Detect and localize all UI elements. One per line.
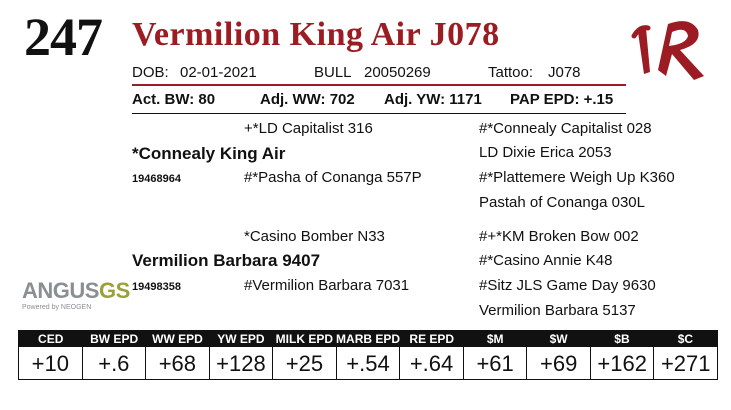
epd-header-row: CED BW EPD WW EPD YW EPD MILK EPD MARB E… bbox=[19, 331, 717, 347]
epd-value: +69 bbox=[526, 347, 590, 380]
dam-dam: #Vermilion Barbara 7031 bbox=[244, 277, 410, 294]
divider bbox=[132, 113, 626, 114]
dam-dam-sire: #Sitz JLS Game Day 9630 bbox=[479, 277, 656, 294]
epd-value: +10 bbox=[31, 351, 69, 376]
dam-sire-dam: #*Casino Annie K48 bbox=[479, 252, 613, 269]
epd-value-row: +10 +.6 +68 +128 +25 +.54 +.64 +61 +69 +… bbox=[19, 347, 717, 380]
epd-value: +162 bbox=[589, 347, 654, 380]
divider bbox=[132, 84, 626, 86]
epd-header: $B bbox=[614, 332, 630, 346]
animal-name: Vermilion King Air J078 bbox=[132, 16, 500, 53]
pap-epd: PAP EPD: +.15 bbox=[510, 91, 614, 108]
dam-sire: *Casino Bomber N33 bbox=[244, 228, 385, 245]
epd-table: CED BW EPD WW EPD YW EPD MILK EPD MARB E… bbox=[18, 330, 718, 380]
brand-mark-icon bbox=[631, 21, 704, 80]
tattoo-label: Tattoo: bbox=[488, 64, 534, 81]
sex-value: BULL bbox=[314, 64, 352, 81]
sire-registration: 19468964 bbox=[132, 173, 181, 185]
registration-number: 20050269 bbox=[364, 64, 431, 81]
tattoo-value: J078 bbox=[548, 64, 581, 81]
dam-dam-dam: Vermilion Barbara 5137 bbox=[479, 302, 636, 319]
sire-dam-dam: Pastah of Conanga 030L bbox=[479, 194, 645, 211]
angus-gs-logo: ANGUSGS Powered by NEOGEN bbox=[22, 278, 130, 320]
dob-label: DOB: bbox=[132, 64, 169, 81]
epd-value: +25 bbox=[272, 347, 336, 380]
dam-name: Vermilion Barbara 9407 bbox=[132, 251, 321, 270]
adjusted-weaning-weight: Adj. WW: 702 bbox=[260, 91, 355, 108]
epd-header: MARB EPD bbox=[336, 332, 401, 346]
epd-value: +271 bbox=[653, 347, 717, 380]
sire-sire-dam: LD Dixie Erica 2053 bbox=[479, 144, 612, 161]
dam-sire-sire: #+*KM Broken Bow 002 bbox=[479, 228, 639, 245]
actual-birth-weight: Act. BW: 80 bbox=[132, 91, 216, 108]
sire-dam: #*Pasha of Conanga 557P bbox=[244, 169, 422, 186]
epd-value: +.6 bbox=[81, 347, 146, 380]
epd-value: +.64 bbox=[399, 347, 463, 380]
epd-value: +128 bbox=[208, 347, 273, 380]
sire-sire-sire: #*Connealy Capitalist 028 bbox=[479, 120, 652, 137]
epd-header: YW EPD bbox=[217, 332, 265, 346]
epd-header: $C bbox=[677, 332, 694, 346]
epd-header: MILK EPD bbox=[275, 332, 333, 346]
epd-header: $M bbox=[486, 332, 504, 346]
epd-value: +68 bbox=[145, 347, 209, 380]
dam-registration: 19498358 bbox=[132, 281, 181, 293]
dob-value: 02-01-2021 bbox=[180, 64, 257, 81]
sire-name: *Connealy King Air bbox=[132, 144, 286, 163]
epd-header: CED bbox=[38, 332, 64, 346]
epd-header: WW EPD bbox=[152, 332, 203, 346]
epd-header: BW EPD bbox=[90, 332, 139, 346]
epd-value: +.54 bbox=[335, 347, 400, 380]
sire-sire: +*LD Capitalist 316 bbox=[244, 120, 373, 137]
adjusted-yearling-weight: Adj. YW: 1171 bbox=[384, 91, 482, 108]
logo-powered-by: Powered by NEOGEN bbox=[22, 304, 92, 311]
logo-suffix: GS bbox=[98, 278, 130, 303]
lot-number: 247 bbox=[24, 7, 103, 67]
epd-header: $W bbox=[549, 332, 568, 346]
sire-dam-sire: #*Plattemere Weigh Up K360 bbox=[479, 169, 675, 186]
epd-value: +61 bbox=[462, 347, 527, 380]
logo-main: ANGUS bbox=[22, 278, 99, 303]
epd-header: RE EPD bbox=[409, 332, 455, 346]
